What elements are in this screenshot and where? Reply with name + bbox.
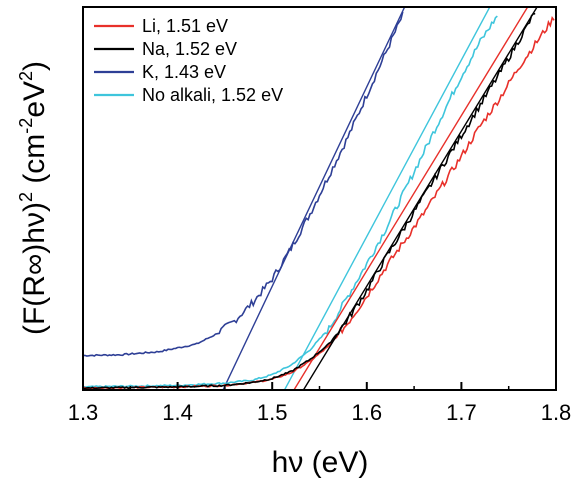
y-axis-unit-sup2: 2 xyxy=(16,71,36,81)
series-line-1 xyxy=(83,12,536,390)
x-tick-label-4: 1.7 xyxy=(446,400,477,425)
tangent-line-3 xyxy=(283,7,491,390)
x-tick-label-1: 1.4 xyxy=(162,400,193,425)
x-tick-label-2: 1.5 xyxy=(257,400,288,425)
tangent-line-2 xyxy=(222,7,406,390)
y-axis-title-sup: 2 xyxy=(16,192,36,202)
legend-label-0: Li, 1.51 eV xyxy=(142,16,228,36)
x-tick-label-0: 1.3 xyxy=(68,400,99,425)
tangent-line-1 xyxy=(302,7,538,390)
y-axis-unit-open: (cm xyxy=(18,134,51,192)
y-axis-title-main: (F(R∞)hν) xyxy=(18,202,51,335)
x-axis-title: hν (eV) xyxy=(272,446,369,479)
legend-label-2: K, 1.43 eV xyxy=(142,62,226,82)
x-tick-label-3: 1.6 xyxy=(352,400,383,425)
legend-label-1: Na, 1.52 eV xyxy=(142,39,237,59)
series-line-2 xyxy=(83,11,404,357)
tangent-line-0 xyxy=(293,7,529,390)
legend-label-3: No alkali, 1.52 eV xyxy=(142,85,283,105)
legend: Li, 1.51 eV Na, 1.52 eV K, 1.43 eV No alkal… xyxy=(94,16,283,105)
y-axis-unit-sup1: -2 xyxy=(16,118,36,134)
y-axis-title: (F(R∞)hν)2 (cm-2eV2) xyxy=(16,61,51,335)
y-axis-unit-close: ) xyxy=(18,61,51,71)
y-axis-unit-mid: eV xyxy=(18,81,51,118)
x-tick-label-5: 1.8 xyxy=(541,400,572,425)
plot-area xyxy=(83,7,555,390)
x-axis: 1.3 1.4 1.5 1.6 1.7 1.8 xyxy=(68,382,572,425)
